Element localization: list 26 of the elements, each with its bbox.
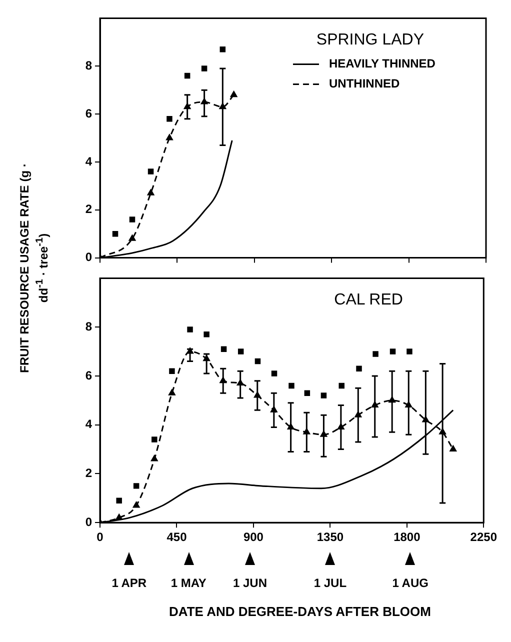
- x-tick-label: 1350: [316, 530, 344, 544]
- y-tick-label: 6: [85, 106, 92, 120]
- x-tick-label: 900: [243, 530, 264, 544]
- y-tick-label: 0: [85, 514, 92, 529]
- x-tick-label: 0: [96, 530, 104, 544]
- y-tick-label: 2: [85, 466, 92, 480]
- y-tick-label: 2: [85, 202, 92, 216]
- y-tick-label: 4: [85, 154, 92, 168]
- y-tick-label: 4: [85, 417, 92, 432]
- y-tick-label: 8: [85, 319, 92, 334]
- text: CAL RED: [334, 292, 403, 309]
- text: 1 JUL: [314, 576, 347, 590]
- x-tick-label: 1800: [394, 530, 421, 544]
- x-axis-title: DATE AND DEGREE-DAYS AFTER BLOOM: [168, 604, 432, 619]
- y-tick-label: 0: [85, 250, 92, 264]
- legend-label: UNTHINNED: [329, 76, 400, 91]
- text: 1 MAY: [170, 576, 206, 590]
- text: 1 AUG: [392, 576, 428, 590]
- legend-label: HEAVILY THINNED: [329, 56, 436, 71]
- x-tick-label: 2250: [470, 530, 498, 544]
- text: 1 JUN: [232, 576, 268, 590]
- x-tick-label: 450: [166, 530, 188, 544]
- text: 1 APR: [112, 576, 147, 590]
- y-tick-label: 8: [85, 58, 92, 72]
- y-tick-label: 6: [85, 368, 92, 382]
- text: SPRING LADY: [316, 32, 424, 49]
